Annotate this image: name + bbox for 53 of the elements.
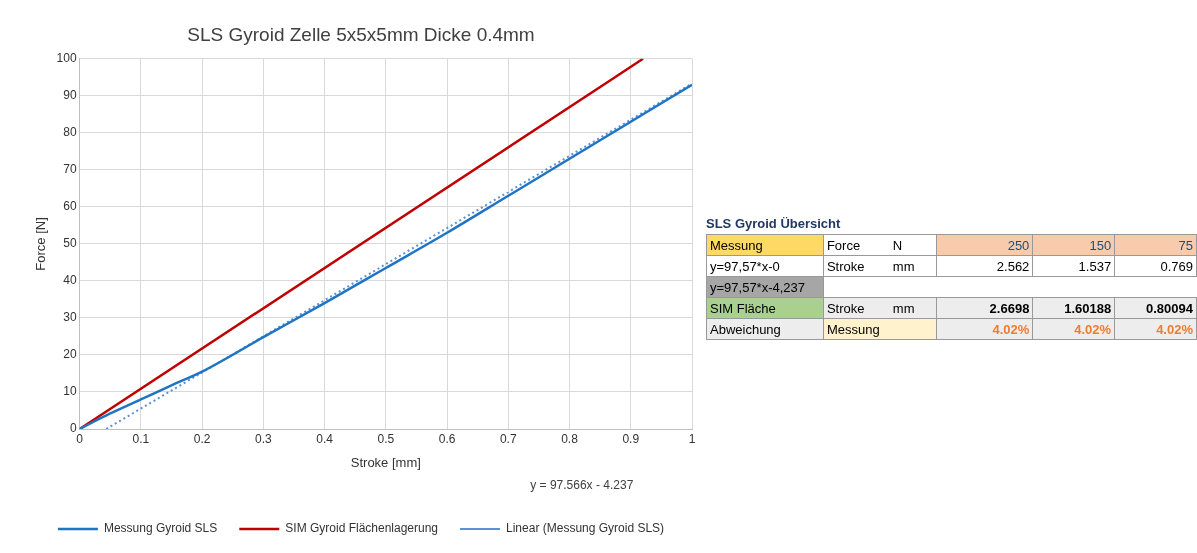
y-tick-label: 80 <box>63 125 77 140</box>
text: 1.537 <box>1032 255 1115 277</box>
x-tick-label: 0.3 <box>254 431 272 446</box>
text: 250 <box>936 234 1033 256</box>
text: y=97,57*x-0 <box>706 255 824 277</box>
text: 4.02% <box>1114 318 1197 340</box>
text: 4.02% <box>1032 318 1115 340</box>
x-tick-label: 0.8 <box>561 431 579 446</box>
x-tick-label: 1 <box>688 431 696 446</box>
text: mm <box>889 255 937 277</box>
text: 1.60188 <box>1032 297 1115 319</box>
text: Messung <box>706 234 824 256</box>
x-tick-label: 0.1 <box>132 431 150 446</box>
y-tick-label: 60 <box>63 199 77 214</box>
y-tick-label: 30 <box>63 310 77 325</box>
text: Force <box>823 234 890 256</box>
y-tick-label: 10 <box>63 384 77 399</box>
text: 2.562 <box>936 255 1033 277</box>
x-tick-label: 0.5 <box>377 431 395 446</box>
x-tick-label: 0.9 <box>622 431 640 446</box>
text: N <box>889 234 937 256</box>
text: Stroke <box>823 255 890 277</box>
text: 2.6698 <box>936 297 1033 319</box>
x-tick-label: 0.4 <box>316 431 334 446</box>
y-tick-label: 20 <box>63 347 77 362</box>
y-tick-label: 50 <box>63 236 77 251</box>
x-tick-label: 0.2 <box>193 431 211 446</box>
y-tick-label: 40 <box>63 273 77 288</box>
legend-label: Messung Gyroid SLS <box>103 521 218 536</box>
x-tick-label: 0.7 <box>499 431 517 446</box>
text: 0.80094 <box>1114 297 1197 319</box>
text: Stroke <box>823 297 890 319</box>
text: Abweichung <box>706 318 824 340</box>
text: mm <box>889 297 937 319</box>
text: 150 <box>1032 234 1115 256</box>
y-tick-label: 100 <box>56 51 77 66</box>
text: 75 <box>1114 234 1197 256</box>
y-tick-label: 90 <box>63 88 77 103</box>
x-tick-label: 0.6 <box>438 431 456 446</box>
text: SIM Fläche <box>706 297 824 319</box>
text: 4.02% <box>936 318 1033 340</box>
legend-label: SIM Gyroid Flächenlagerung <box>285 521 439 536</box>
legend-label: Linear (Messung Gyroid SLS) <box>506 521 665 536</box>
y-tick-label: 0 <box>69 421 77 436</box>
text: SLS Gyroid Übersicht <box>706 216 842 231</box>
x-axis-title: Stroke [mm] <box>350 454 421 470</box>
text: Messung <box>823 318 890 340</box>
y-tick-label: 70 <box>63 162 77 177</box>
y-axis-title: Force [N] <box>33 217 49 271</box>
text: y=97,57*x-4,237 <box>706 276 824 298</box>
text: y = 97.566x - 4.237 <box>530 478 634 493</box>
text: 0.769 <box>1114 255 1197 277</box>
chart-title: SLS Gyroid Zelle 5x5x5mm Dicke 0.4mm <box>187 23 535 45</box>
